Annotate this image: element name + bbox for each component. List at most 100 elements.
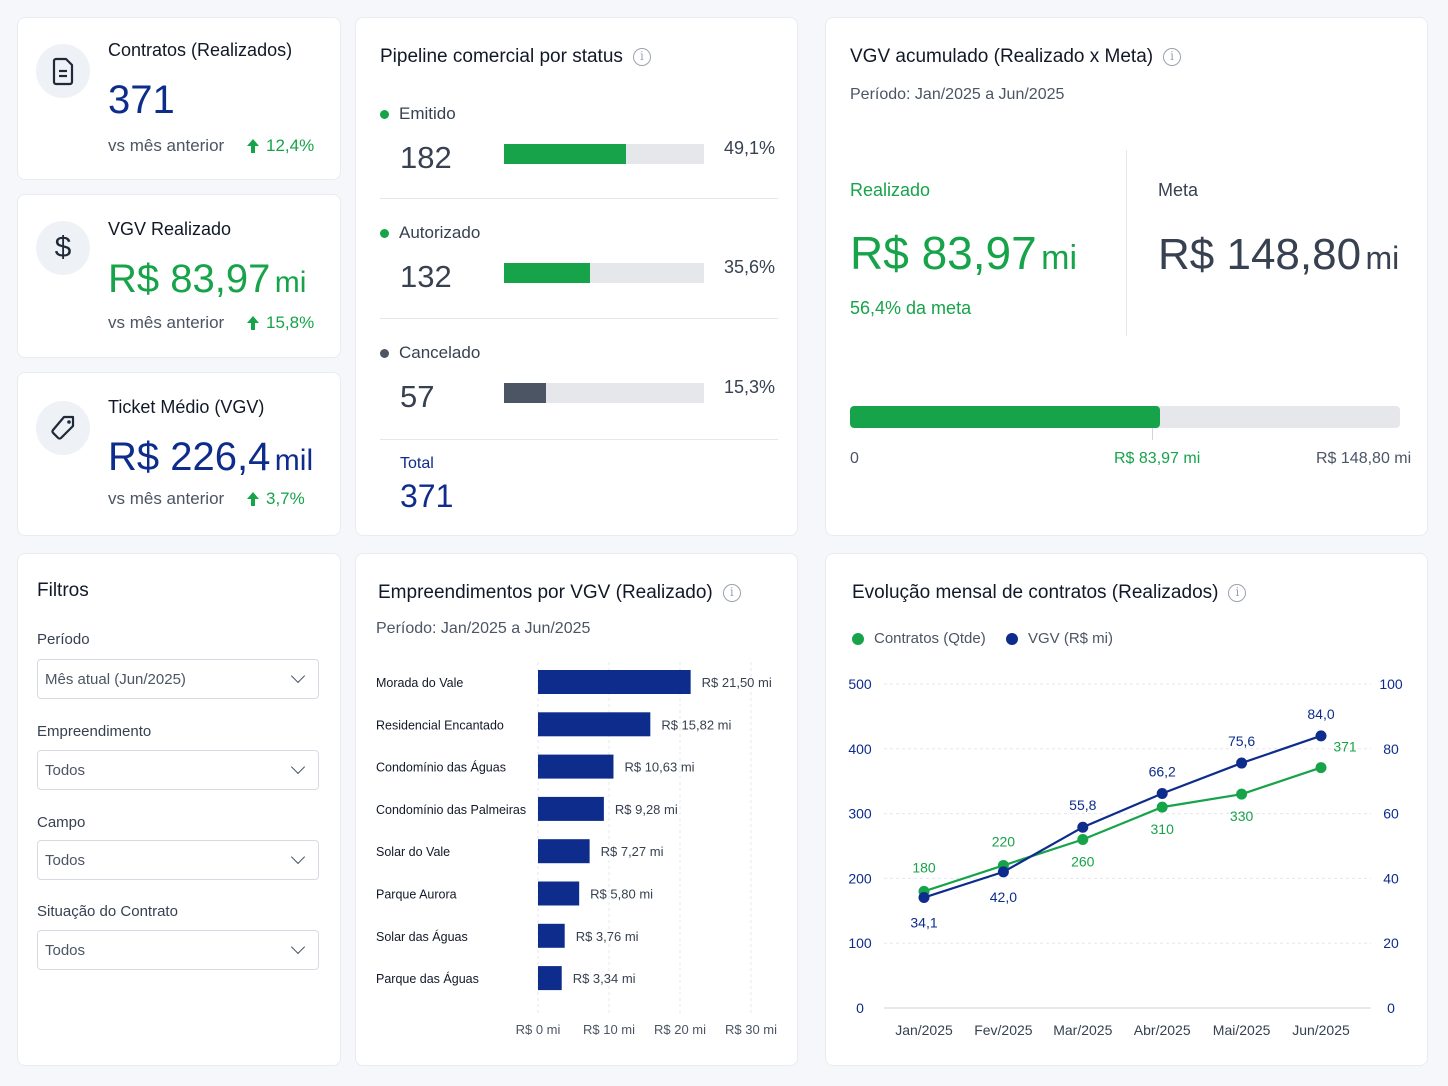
chevron-down-icon	[290, 849, 306, 865]
point-contratos[interactable]	[1077, 834, 1089, 846]
pipeline-total-label: Total	[400, 455, 434, 472]
bar[interactable]	[538, 839, 590, 864]
pipeline-progress-track	[504, 263, 704, 283]
data-label-vgv: 84,0	[1307, 706, 1334, 722]
kpi-delta: 15,8%	[246, 313, 314, 333]
filter-select-empreendimento[interactable]: Todos	[37, 750, 319, 790]
kpi-title: Ticket Médio (VGV)	[108, 397, 265, 417]
bar-category-label: Solar das Águas	[376, 929, 468, 944]
point-vgv[interactable]	[997, 866, 1009, 878]
chevron-down-icon	[290, 759, 306, 775]
bar[interactable]	[538, 881, 580, 906]
document-icon	[36, 44, 90, 98]
vgv-meta-period: Período: Jan/2025 a Jun/2025	[850, 86, 1065, 103]
filter-select-campo[interactable]: Todos	[37, 840, 319, 880]
y-left-tick-label: 300	[848, 806, 872, 822]
data-label-contratos: 330	[1230, 808, 1254, 824]
x-tick-label: Abr/2025	[1134, 1022, 1191, 1038]
info-icon[interactable]: i	[1228, 583, 1247, 602]
meta-progress-fill	[850, 406, 1161, 428]
filter-label-campo: Campo	[37, 814, 86, 831]
kpi-delta: 3,7%	[246, 489, 305, 509]
x-tick-label: R$ 0 mi	[516, 1022, 561, 1037]
data-label-contratos: 180	[912, 859, 936, 875]
data-label-contratos: 260	[1071, 854, 1095, 870]
bar-value-label: R$ 7,27 mi	[601, 844, 664, 859]
point-vgv[interactable]	[1236, 757, 1248, 769]
legend-dot	[1006, 632, 1018, 645]
pipeline-row-percent: 35,6%	[724, 257, 776, 277]
bar-value-label: R$ 21,50 mi	[702, 675, 772, 690]
bar[interactable]	[538, 966, 562, 991]
divider	[380, 318, 778, 319]
pipeline-progress-fill	[504, 383, 546, 403]
y-right-tick-label: 0	[1387, 1000, 1395, 1016]
bar-category-label: Parque das Águas	[376, 971, 479, 986]
status-dot	[380, 109, 389, 119]
arrow-up-icon	[247, 139, 259, 153]
kpi-vgv-card: $ VGV Realizado R$ 83,97 mi vs mês anter…	[17, 194, 341, 358]
bar-category-label: Condomínio das Águas	[376, 760, 506, 775]
bar-value-label: R$ 10,63 mi	[624, 760, 694, 775]
bar-category-label: Residencial Encantado	[376, 718, 504, 732]
pipeline-progress-fill	[504, 144, 626, 164]
y-left-tick-label: 500	[848, 676, 872, 692]
bar-value-label: R$ 15,82 mi	[661, 717, 731, 732]
progress-axis-max: R$ 148,80 mi	[1316, 450, 1412, 467]
info-icon[interactable]: i	[1163, 47, 1182, 66]
bar-value-label: R$ 3,34 mi	[573, 971, 636, 986]
point-contratos[interactable]	[1315, 762, 1327, 774]
bar[interactable]	[538, 796, 604, 821]
data-label-vgv: 34,1	[910, 915, 937, 931]
bar-chart: R$ 0 mi R$ 10 mi R$ 20 mi R$ 30 mi Morada do…	[376, 662, 777, 1037]
point-vgv[interactable]	[1156, 788, 1168, 800]
bar-chart-title: Empreendimentos por VGV (Realizado) i	[378, 582, 741, 604]
bar[interactable]	[538, 670, 691, 694]
point-contratos[interactable]	[1156, 801, 1168, 813]
filter-label-situacao: Situação do Contrato	[37, 903, 178, 920]
bar-category-label: Morada do Vale	[376, 676, 463, 690]
x-tick-label: Mai/2025	[1213, 1022, 1271, 1038]
data-label-contratos: 371	[1333, 739, 1357, 755]
pipeline-title: Pipeline comercial por status i	[380, 46, 651, 68]
divider	[380, 198, 778, 199]
legend-item-vgv: VGV (R$ mi)	[1006, 630, 1113, 647]
vgv-meta-card: VGV acumulado (Realizado x Meta) i Períod…	[825, 17, 1428, 536]
data-label-vgv: 55,8	[1069, 797, 1096, 813]
info-icon[interactable]: i	[632, 47, 651, 66]
x-tick-label: R$ 10 mi	[583, 1022, 635, 1037]
point-vgv[interactable]	[918, 892, 930, 904]
realizado-pct-meta: 56,4% da meta	[850, 298, 972, 318]
bar[interactable]	[538, 754, 614, 779]
info-icon[interactable]: i	[722, 583, 741, 602]
bar-value-label: R$ 9,28 mi	[615, 802, 678, 817]
kpi-compare-label: vs mês anterior	[108, 489, 225, 508]
y-right-tick-label: 100	[1379, 676, 1403, 692]
filter-select-situacao[interactable]: Todos	[37, 930, 319, 970]
status-dot	[380, 348, 389, 358]
series-line-vgv	[923, 734, 1322, 899]
pipeline-row-percent: 15,3%	[724, 377, 776, 397]
line-chart-card: Evolução mensal de contratos (Realizados…	[825, 553, 1428, 1066]
chevron-down-icon	[290, 668, 306, 684]
pipeline-progress-track	[504, 383, 704, 403]
progress-tick	[1152, 428, 1153, 440]
bar-category-label: Parque Aurora	[376, 888, 457, 902]
y-left-tick-label: 100	[848, 935, 872, 951]
point-vgv[interactable]	[1315, 730, 1327, 742]
x-tick-label: Jun/2025	[1292, 1022, 1350, 1038]
filters-card: Filtros Período Mês atual (Jun/2025) Emp…	[17, 553, 341, 1066]
arrow-up-icon	[247, 316, 259, 330]
point-contratos[interactable]	[1236, 788, 1248, 800]
point-vgv[interactable]	[1077, 821, 1089, 833]
bar[interactable]	[538, 712, 651, 737]
pipeline-row-label: Autorizado	[380, 223, 480, 243]
pipeline-total-value: 371	[400, 478, 454, 514]
data-label-contratos: 220	[992, 833, 1016, 849]
filter-select-periodo[interactable]: Mês atual (Jun/2025)	[37, 659, 319, 699]
x-tick-label: R$ 20 mi	[654, 1022, 706, 1037]
bar[interactable]	[538, 923, 565, 948]
filter-label-empreendimento: Empreendimento	[37, 723, 152, 740]
dollar-icon: $	[36, 221, 90, 275]
vgv-meta-title: VGV acumulado (Realizado x Meta) i	[850, 46, 1182, 68]
